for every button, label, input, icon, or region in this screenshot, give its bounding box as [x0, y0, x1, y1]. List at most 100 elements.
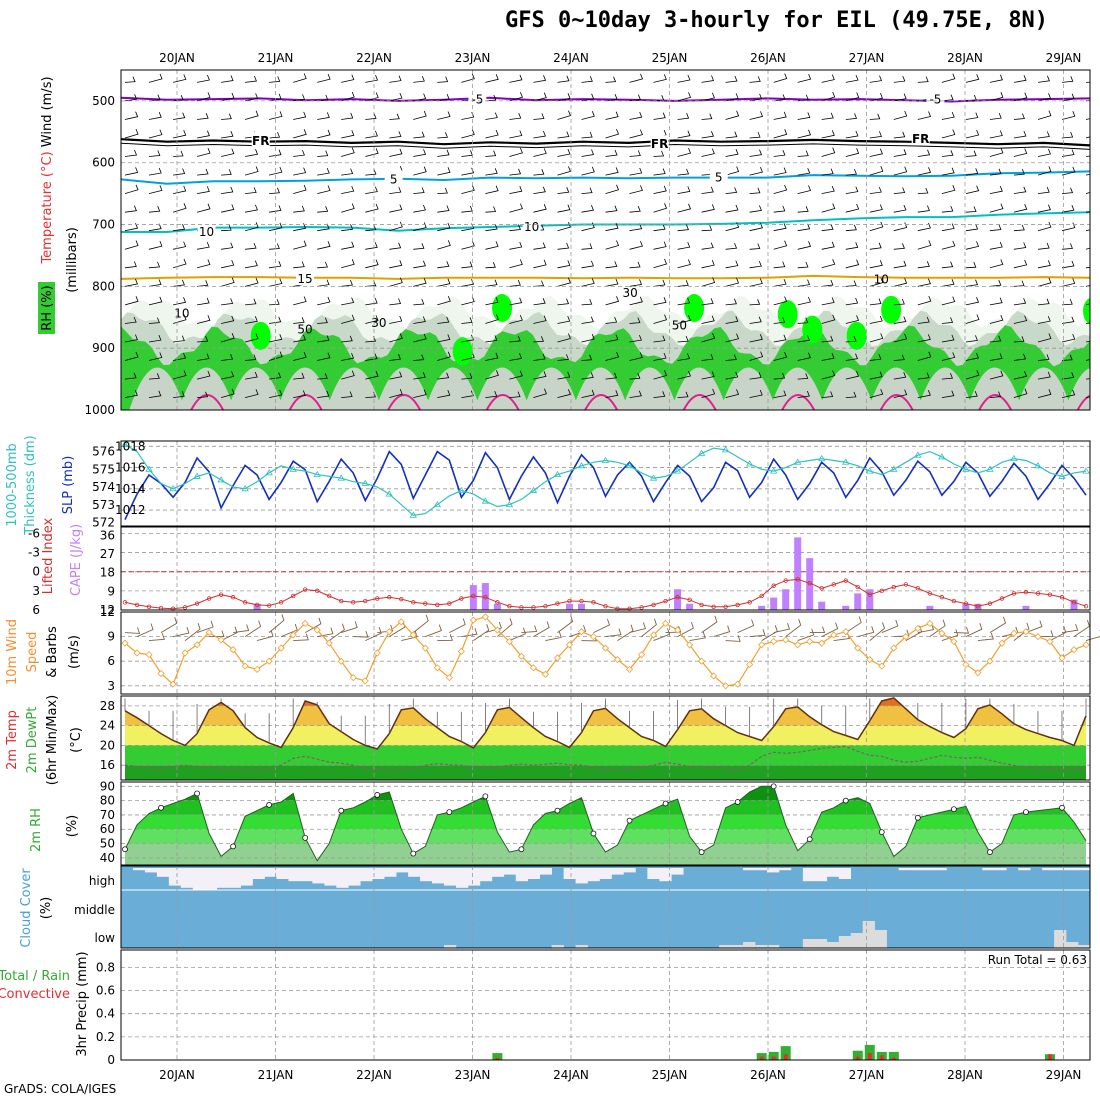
contour-label: -5	[471, 93, 483, 107]
high-cloud-bar	[982, 868, 995, 871]
high-cloud-bar	[336, 868, 349, 888]
panel-frame	[120, 695, 1091, 781]
wind-barb	[461, 372, 473, 380]
wind-barb	[173, 168, 186, 176]
wind-speed-marker	[674, 626, 682, 634]
wind-speed-marker	[229, 646, 237, 654]
li-marker	[963, 601, 969, 606]
low-cloud-bar	[850, 933, 864, 948]
wind-barb	[917, 167, 932, 176]
wind-barb	[677, 280, 689, 287]
contour-label-bg	[926, 90, 945, 106]
wind-barb	[653, 112, 666, 120]
wind-barb	[557, 298, 570, 306]
wind-barb	[941, 73, 956, 83]
thickness-marker	[553, 470, 562, 478]
surface-dry-hill	[227, 367, 284, 410]
wind-barb	[725, 333, 740, 343]
bottom-day-label: 25JAN	[652, 1068, 688, 1082]
rh-color-key	[38, 282, 55, 334]
thickness-marker	[217, 476, 225, 483]
wind-barb	[485, 168, 498, 176]
wind-barb	[365, 315, 379, 324]
wind-barb	[293, 129, 307, 139]
rh-high-patch	[881, 295, 902, 324]
li-marker	[855, 584, 860, 590]
wind-barb	[677, 353, 691, 361]
wind-barb	[581, 187, 593, 194]
wind-barb	[221, 148, 235, 157]
cape-bar	[974, 603, 982, 610]
wind-barb	[821, 259, 836, 269]
wind-barb	[629, 73, 644, 83]
cape-bar	[926, 605, 934, 610]
wind-barb	[221, 224, 232, 232]
wind-barb	[725, 260, 739, 269]
bottom-day-label: 27JAN	[849, 1068, 885, 1082]
wind-barb	[461, 296, 475, 306]
wind-barb	[413, 278, 427, 287]
wind-barb	[1037, 354, 1050, 361]
wind-barb	[725, 75, 738, 83]
wind-barb	[989, 280, 1002, 287]
wind-barb	[293, 352, 307, 361]
wind-barb	[293, 317, 305, 324]
wind-barb	[773, 149, 786, 157]
wind-barb	[965, 74, 980, 83]
high-cloud-bar	[539, 868, 552, 875]
high-cloud-bar	[192, 868, 206, 890]
cape-bar	[842, 605, 850, 610]
wind-barb	[845, 92, 860, 102]
wind-barb	[701, 333, 716, 343]
wind-barb	[317, 261, 328, 269]
wind-barb	[245, 260, 258, 269]
wind-barb	[797, 206, 809, 213]
wind-barb	[1037, 93, 1052, 102]
contour-label-bg	[522, 218, 541, 234]
wind-barb	[917, 111, 932, 120]
wind-barb	[893, 298, 905, 306]
wind-barb	[941, 372, 953, 380]
wind-barb	[1013, 224, 1025, 232]
high-cloud-bar	[252, 868, 265, 879]
li-tick: 0	[32, 565, 40, 579]
wind-barb	[244, 110, 259, 120]
wind-speed-marker	[782, 636, 790, 644]
contour-label-bg	[384, 170, 403, 186]
rh-tick: 40	[100, 851, 115, 865]
rh-tick: 50	[100, 837, 115, 851]
wind-barb	[869, 371, 883, 380]
surface-wind-barb	[713, 625, 731, 638]
wind-speed-marker	[505, 637, 513, 646]
wind-barb	[197, 168, 209, 176]
wind-barb	[677, 315, 691, 324]
wind-barb	[365, 259, 379, 269]
low-cloud-bar	[826, 942, 840, 948]
wind-barb	[989, 168, 1002, 176]
slp-panel: 576 575 574 573 572 1018 1016 1014 1012 1000-500m…	[5, 435, 1091, 536]
wind-barb	[653, 150, 665, 157]
wind-barb	[941, 240, 956, 250]
wind-barb	[341, 168, 354, 176]
li-marker	[399, 596, 404, 602]
wind-barb	[1037, 110, 1052, 120]
wind-barb	[1037, 75, 1050, 83]
wind-speed-marker	[457, 647, 465, 655]
wind-speed-marker	[289, 631, 297, 639]
wind-barb	[220, 388, 235, 398]
wind-barb	[917, 187, 929, 194]
wind-barb	[797, 261, 809, 269]
wind-tick: 9	[107, 630, 115, 644]
ylabel-part: (%)	[39, 897, 54, 920]
rh-band	[125, 829, 1086, 844]
li-marker	[363, 598, 368, 604]
surface-dry-hill	[818, 367, 875, 410]
wind-barb	[245, 242, 257, 250]
surface-wind-barb	[521, 625, 538, 634]
upper-content: -5 -5 FR FR FR 5 5 10 10 15 10 30 50 30 50 10	[121, 73, 1090, 410]
wind-barb	[677, 241, 691, 250]
li-marker	[423, 601, 428, 606]
surface-wind-barb	[545, 631, 562, 642]
wind-barb	[869, 260, 883, 269]
wind-barb	[749, 299, 761, 306]
